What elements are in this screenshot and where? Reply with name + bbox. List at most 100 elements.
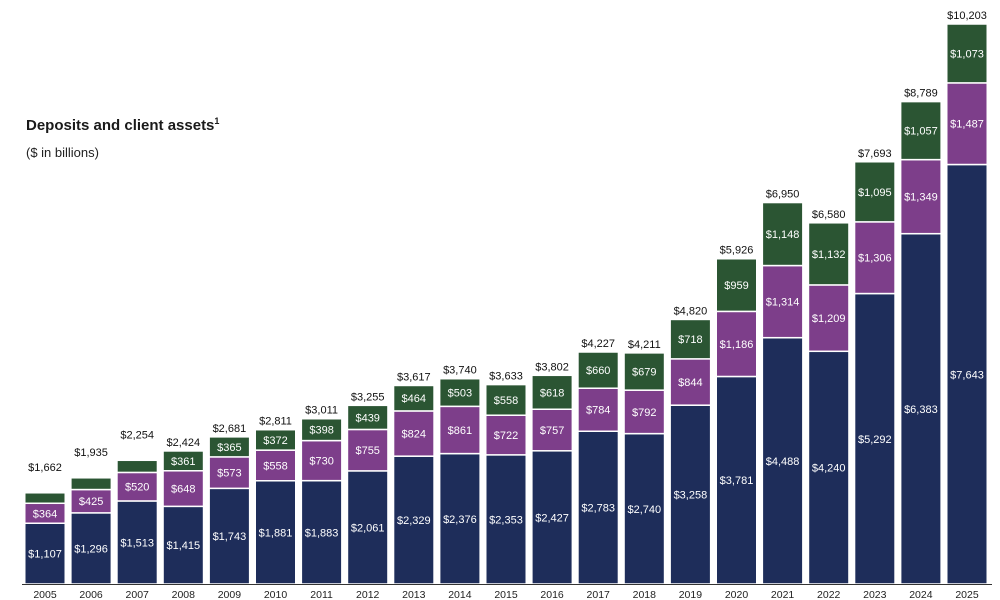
- bar-segment-2010-s2: [254, 449, 297, 482]
- bar-total-label: $3,802: [535, 361, 569, 373]
- title-footnote-marker: 1: [214, 116, 220, 126]
- bar-segment-2006-s3: [70, 477, 113, 491]
- bar-value-label: $1,073: [950, 48, 984, 60]
- bar-segment-2011-s3: [300, 417, 343, 442]
- bar-value-label: $1,743: [213, 531, 247, 543]
- bar-segment-2019-s3: [669, 318, 712, 360]
- bar-value-label: $364: [33, 508, 57, 520]
- bar-segment-2009-s3: [208, 436, 251, 458]
- x-tick-label: 2021: [771, 589, 795, 600]
- bar-segment-2017-s2: [577, 387, 620, 433]
- bar-segment-2007-s2: [116, 471, 159, 502]
- x-tick-label: 2014: [448, 589, 472, 600]
- bar-value-label: $3,781: [720, 475, 754, 487]
- x-tick-label: 2019: [679, 589, 703, 600]
- bar-value-label: $1,095: [858, 187, 892, 199]
- bar-segment-2025-s2: [946, 82, 988, 166]
- x-tick-label: 2017: [587, 589, 611, 600]
- bar-value-label: $6,383: [904, 404, 938, 416]
- bar-value-label: $4,240: [812, 463, 846, 475]
- bar-segment-2024-s2: [899, 158, 942, 235]
- bar-segment-2016-s1: [531, 450, 574, 585]
- bar-value-label: $824: [402, 429, 426, 441]
- x-tick-label: 2011: [310, 589, 333, 600]
- bar-value-label: $1,513: [120, 537, 154, 549]
- bar-segment-2012-s3: [346, 404, 389, 431]
- bar-value-label: $1,881: [259, 527, 293, 539]
- bar-segment-2013-s3: [392, 384, 435, 412]
- bar-segment-2015-s2: [485, 414, 527, 456]
- bar-value-label: $618: [540, 387, 564, 399]
- bar-segment-2008-s1: [162, 505, 205, 585]
- bar-segment-2020-s3: [715, 257, 758, 313]
- bar-value-label: $1,306: [858, 253, 892, 265]
- bar-segment-2024-s3: [899, 100, 942, 161]
- bar-value-label: $730: [309, 456, 333, 468]
- bar-total-label: $3,617: [397, 371, 431, 383]
- bar-segment-2008-s3: [162, 450, 205, 472]
- bar-value-label: $5,292: [858, 434, 892, 446]
- bar-value-label: $2,329: [397, 515, 431, 527]
- bar-value-label: $2,427: [535, 512, 569, 524]
- x-tick-label: 2010: [264, 589, 288, 600]
- chart-subtitle: ($ in billions): [26, 145, 99, 160]
- bar-value-label: $7,643: [950, 369, 984, 381]
- bar-segment-2013-s1: [392, 455, 435, 585]
- bar-segment-2009-s1: [208, 487, 251, 585]
- bar-value-label: $1,349: [904, 192, 938, 204]
- bar-value-label: $792: [632, 407, 656, 419]
- bar-value-label: $425: [79, 496, 103, 508]
- bar-value-label: $722: [494, 430, 518, 442]
- bar-segment-2016-s3: [531, 374, 574, 410]
- bar-value-label: $520: [125, 482, 149, 494]
- bar-total-label: $2,424: [166, 437, 200, 449]
- bar-segment-2024-s1: [899, 232, 942, 585]
- bar-value-label: $398: [309, 425, 333, 437]
- bar-segment-2006-s1: [70, 512, 113, 585]
- bar-total-label: $8,789: [904, 88, 938, 100]
- bar-value-label: $959: [724, 280, 748, 292]
- bar-value-label: $372: [263, 435, 287, 447]
- bar-segment-2017-s3: [577, 351, 620, 389]
- x-tick-label: 2020: [725, 589, 749, 600]
- bar-segment-2018-s1: [623, 432, 666, 585]
- bar-total-label: $2,811: [259, 416, 292, 428]
- bar-total-label: $5,926: [720, 245, 754, 257]
- bar-total-label: $7,693: [858, 148, 892, 160]
- bar-segment-2010-s3: [254, 428, 297, 451]
- bar-segment-2012-s1: [346, 470, 389, 585]
- bar-value-label: $1,209: [812, 313, 846, 325]
- bar-segment-2012-s2: [346, 428, 389, 472]
- bar-total-label: $3,740: [443, 365, 477, 377]
- x-tick-label: 2005: [33, 589, 57, 600]
- bar-value-label: $1,487: [950, 119, 984, 131]
- bar-segment-2023-s3: [853, 161, 896, 223]
- bar-total-label: $2,681: [213, 423, 247, 435]
- bar-value-label: $214: [79, 465, 103, 477]
- bar-total-label: $3,255: [351, 391, 385, 403]
- bar-segment-2025-s3: [946, 23, 988, 84]
- bar-value-label: $573: [217, 468, 241, 480]
- bar-segment-2021-s1: [761, 336, 804, 585]
- bar-value-label: $2,353: [489, 514, 523, 526]
- chart-title-block: Deposits and client assets1 ($ in billio…: [26, 116, 219, 160]
- bar-value-label: $439: [355, 412, 379, 424]
- bar-value-label: $221: [125, 447, 149, 459]
- bar-total-label: $1,662: [28, 462, 62, 474]
- x-tick-label: 2024: [909, 589, 933, 600]
- bar-value-label: $755: [355, 445, 379, 457]
- x-tick-label: 2012: [356, 589, 380, 600]
- bar-value-label: $861: [448, 425, 472, 437]
- bar-value-label: $503: [448, 388, 472, 400]
- bar-value-label: $361: [171, 456, 195, 468]
- bar-value-label: $1,132: [812, 249, 846, 261]
- bar-segment-2015-s3: [485, 383, 527, 416]
- bar-segment-2010-s1: [254, 480, 297, 585]
- bar-segment-2014-s2: [438, 405, 481, 455]
- x-tick-label: 2006: [79, 589, 103, 600]
- x-tick-label: 2022: [817, 589, 841, 600]
- bar-total-label: $4,820: [674, 305, 708, 317]
- bar-total-label: $3,011: [305, 405, 338, 417]
- bar-value-label: $1,415: [166, 540, 200, 552]
- bar-value-label: $464: [402, 393, 426, 405]
